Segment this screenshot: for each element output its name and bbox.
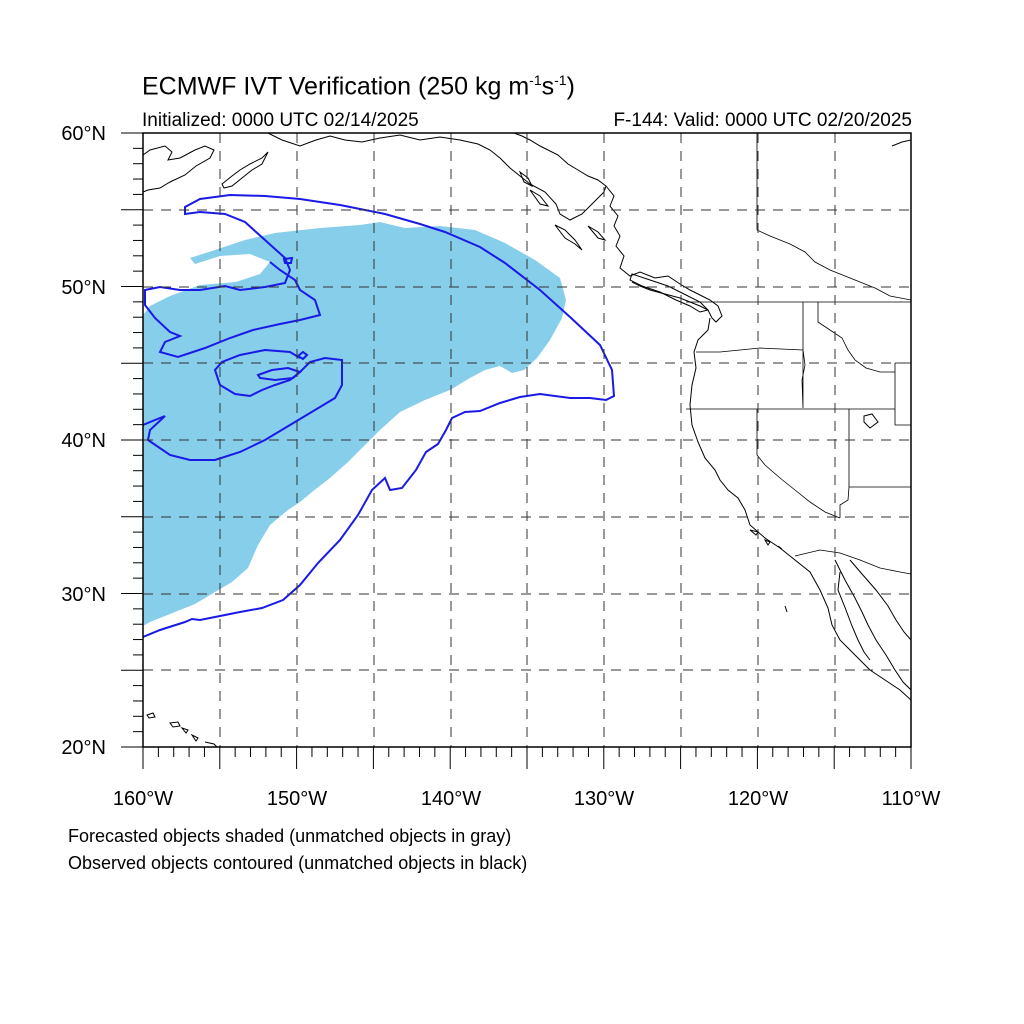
lon-label-150w: 150°W — [267, 788, 327, 810]
lat-label-30n: 30°N — [61, 584, 106, 606]
map-title: ECMWF IVT Verification (250 kg m-1s-1) — [142, 72, 575, 101]
initialized-time: Initialized: 0000 UTC 02/14/2025 — [142, 110, 419, 131]
bc-coastline — [605, 185, 723, 323]
islands-small-coastline — [749, 139, 911, 613]
lon-label-110w: 110°W — [882, 788, 941, 810]
lon-label-130w: 130°W — [574, 788, 634, 810]
alaska-islands-coastline — [518, 170, 607, 251]
forecast-note: Forecasted objects shaded (unmatched obj… — [68, 826, 512, 846]
political-boundaries — [686, 133, 911, 575]
observed-ivt-island-contour — [282, 256, 309, 361]
hawaii-islands — [146, 712, 218, 747]
mexico-mainland-coastline — [849, 559, 911, 641]
observed-ivt-contour — [143, 193, 616, 638]
lon-label-140w: 140°W — [421, 788, 481, 810]
gulf-of-alaska-coastline — [267, 133, 607, 221]
lon-label-160w: 160°W — [113, 788, 173, 810]
latitude-labels: 60°N 50°N 40°N 30°N 20°N — [61, 123, 106, 759]
baja-california-coastline — [834, 559, 911, 691]
alaska-peninsula-coastline — [221, 151, 269, 189]
axis-ticks — [121, 132, 912, 769]
longitude-labels: 160°W 150°W 140°W 130°W 120°W 110°W — [113, 788, 941, 810]
valid-time: F-144: Valid: 0000 UTC 02/20/2025 — [613, 110, 912, 131]
alaska-coastline — [143, 145, 215, 193]
us-west-coastline — [689, 317, 911, 701]
forecast-ivt-object — [143, 222, 566, 626]
lat-label-50n: 50°N — [61, 277, 106, 299]
observed-ivt-inner-contour — [143, 348, 343, 461]
graticule — [143, 133, 911, 747]
lon-label-120w: 120°W — [728, 788, 788, 810]
lat-label-20n: 20°N — [61, 737, 106, 759]
observed-note: Observed objects contoured (unmatched ob… — [68, 853, 528, 873]
lat-label-40n: 40°N — [61, 430, 106, 452]
vancouver-island-coastline — [629, 273, 709, 313]
lat-label-60n: 60°N — [61, 123, 106, 145]
